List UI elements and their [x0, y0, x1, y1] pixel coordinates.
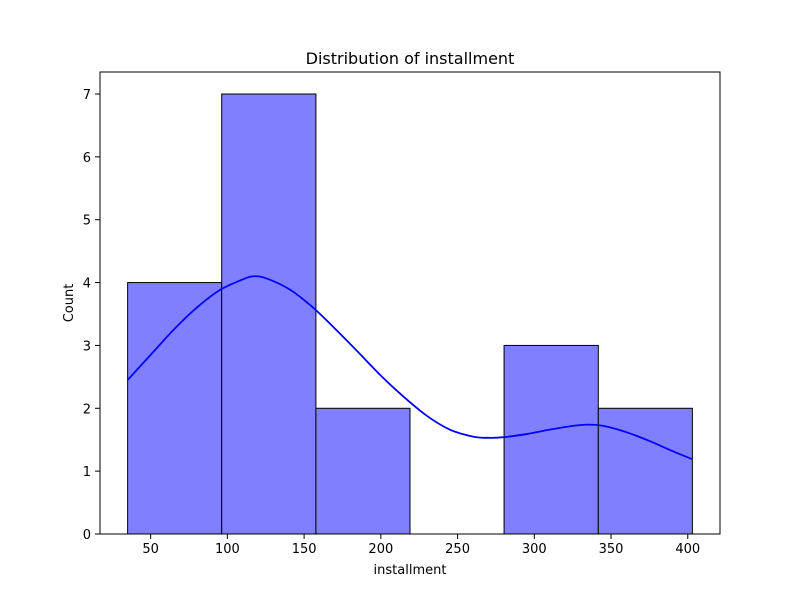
- bars-group: [127, 93, 693, 535]
- y-axis-label: Count: [62, 284, 77, 323]
- x-tick-label: 400: [675, 542, 700, 557]
- x-tick-label: 150: [292, 542, 317, 557]
- histogram-bar-2: [315, 407, 411, 535]
- x-tick-label: 350: [599, 542, 624, 557]
- histogram-bar-4: [503, 344, 599, 535]
- histogram-bar-1: [221, 93, 317, 535]
- y-tick-label: 3: [83, 339, 91, 354]
- y-tick-label: 0: [83, 528, 91, 543]
- x-tick-label: 200: [368, 542, 393, 557]
- y-tick-label: 6: [83, 151, 91, 166]
- x-tick-label: 100: [215, 542, 240, 557]
- chart-title: Distribution of installment: [306, 49, 515, 68]
- plot-frame: [99, 71, 721, 535]
- y-axis: 0 1 2 3 4 5 6 7: [83, 88, 100, 543]
- x-tick-label: 50: [142, 542, 159, 557]
- y-tick-label: 1: [83, 465, 91, 480]
- x-tick-label: 250: [445, 542, 470, 557]
- histogram-bar-0: [127, 282, 223, 535]
- x-axis: 50 100 150 200 250 300 350 400: [142, 534, 700, 557]
- x-tick-label: 300: [522, 542, 547, 557]
- y-tick-label: 4: [83, 277, 91, 292]
- y-tick-label: 5: [83, 214, 91, 229]
- y-tick-label: 7: [83, 88, 91, 103]
- kde-line: [126, 275, 693, 461]
- y-tick-label: 2: [83, 402, 91, 417]
- x-axis-label: installment: [374, 563, 447, 578]
- kde-group: [126, 275, 693, 461]
